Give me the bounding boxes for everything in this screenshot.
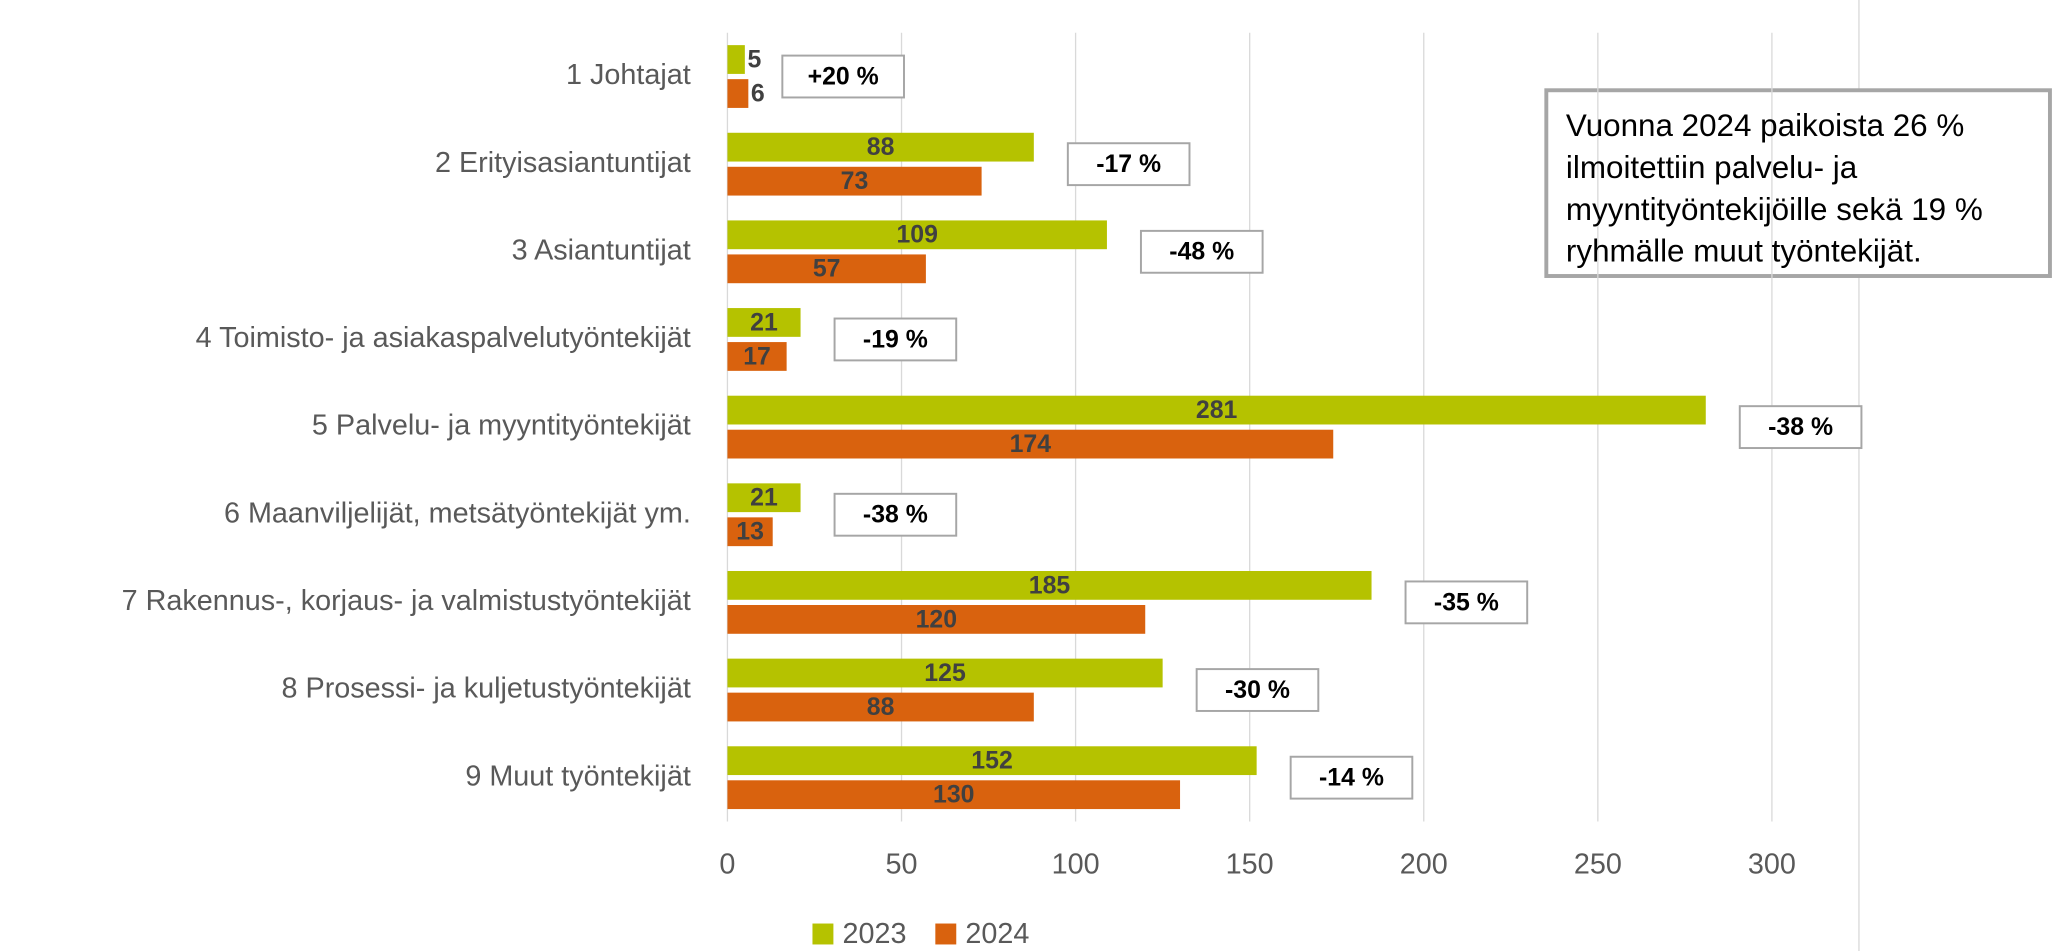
bar xyxy=(727,692,1034,722)
annotation: -14 % xyxy=(1319,765,1384,792)
annotation-box xyxy=(1195,668,1320,712)
x-tick-label: 150 xyxy=(1226,849,1274,881)
annotation-box xyxy=(1289,755,1414,800)
y-tick-label: 1 Johtajat xyxy=(566,59,691,91)
data-label: 13 xyxy=(736,519,764,546)
annotation-box xyxy=(833,317,958,362)
bar xyxy=(727,658,1163,688)
bar xyxy=(727,746,1257,776)
x-tick-label: 300 xyxy=(1748,849,1796,881)
data-label: 174 xyxy=(1010,431,1052,458)
bar xyxy=(727,605,1146,634)
bar xyxy=(727,254,926,284)
bar xyxy=(727,132,1034,162)
legend-swatch xyxy=(812,923,834,945)
y-tick-label: 6 Maanviljelijät, metsätyöntekijät ym. xyxy=(224,497,691,529)
legend-label: 2023 xyxy=(843,918,907,950)
annotation: -19 % xyxy=(863,326,928,353)
data-label: 17 xyxy=(743,343,771,370)
annotation: -38 % xyxy=(863,502,928,529)
legend-label: 2024 xyxy=(965,918,1029,950)
bar xyxy=(727,429,1334,459)
annotation: -38 % xyxy=(1768,414,1833,441)
annotation: -35 % xyxy=(1434,589,1499,616)
y-tick-label: 8 Prosessi- ja kuljetustyöntekijät xyxy=(282,673,691,705)
data-label: 125 xyxy=(924,660,966,687)
x-tick-label: 250 xyxy=(1574,849,1622,881)
annotation-box xyxy=(1404,580,1529,625)
data-label: 152 xyxy=(971,748,1012,775)
legend-swatch xyxy=(935,923,957,945)
note-text: ilmoitettiin palvelu- ja xyxy=(1566,150,1858,185)
x-tick-label: 100 xyxy=(1052,849,1100,881)
annotation-box xyxy=(1738,405,1863,450)
x-tick-label: 0 xyxy=(719,849,735,881)
bar xyxy=(727,483,801,513)
y-tick-label: 3 Asiantuntijat xyxy=(512,234,691,266)
y-tick-label: 2 Erityisasiantuntijat xyxy=(435,147,691,179)
data-label: 130 xyxy=(933,782,974,809)
data-label: 88 xyxy=(867,694,895,721)
data-label: 6 xyxy=(751,80,765,107)
note-text: myyntityöntekijöille sekä 19 % xyxy=(1566,192,1983,227)
bar xyxy=(727,79,749,108)
data-label: 185 xyxy=(1029,572,1071,599)
bar xyxy=(727,166,982,196)
annotation-box xyxy=(833,492,958,537)
data-label: 5 xyxy=(747,46,761,73)
data-label: 21 xyxy=(750,309,778,336)
x-tick-label: 50 xyxy=(886,849,918,881)
data-label: 120 xyxy=(916,606,957,633)
data-label: 57 xyxy=(813,256,841,283)
data-label: 73 xyxy=(841,168,869,195)
bar xyxy=(727,220,1107,250)
annotation-box xyxy=(1066,142,1191,187)
bar xyxy=(727,308,801,337)
y-tick-label: 7 Rakennus-, korjaus- ja valmistustyönte… xyxy=(122,585,691,617)
data-label: 88 xyxy=(867,134,895,161)
bar xyxy=(727,780,1181,810)
note-box xyxy=(1544,88,2052,278)
note-text: ryhmälle muut työntekijät. xyxy=(1566,234,1922,269)
data-label: 21 xyxy=(750,485,778,512)
y-tick-label: 5 Palvelu- ja myyntityöntekijät xyxy=(312,410,691,442)
annotation: +20 % xyxy=(808,63,879,90)
annotation-box xyxy=(1139,229,1264,274)
y-tick-label: 4 Toimisto- ja asiakaspalvelutyöntekijät xyxy=(196,322,691,354)
bar xyxy=(727,517,773,547)
data-label: 281 xyxy=(1196,397,1238,424)
annotation: -17 % xyxy=(1096,151,1161,178)
annotation: -30 % xyxy=(1225,677,1290,704)
annotation-box xyxy=(781,54,905,99)
annotation: -48 % xyxy=(1169,239,1234,266)
note-text: Vuonna 2024 paikoista 26 % xyxy=(1566,108,1964,143)
bar xyxy=(727,570,1372,600)
data-label: 109 xyxy=(896,222,937,249)
bar xyxy=(727,342,787,371)
bar xyxy=(727,45,745,74)
bar xyxy=(727,395,1706,425)
y-tick-label: 9 Muut työntekijät xyxy=(465,760,690,792)
x-tick-label: 200 xyxy=(1400,849,1448,881)
